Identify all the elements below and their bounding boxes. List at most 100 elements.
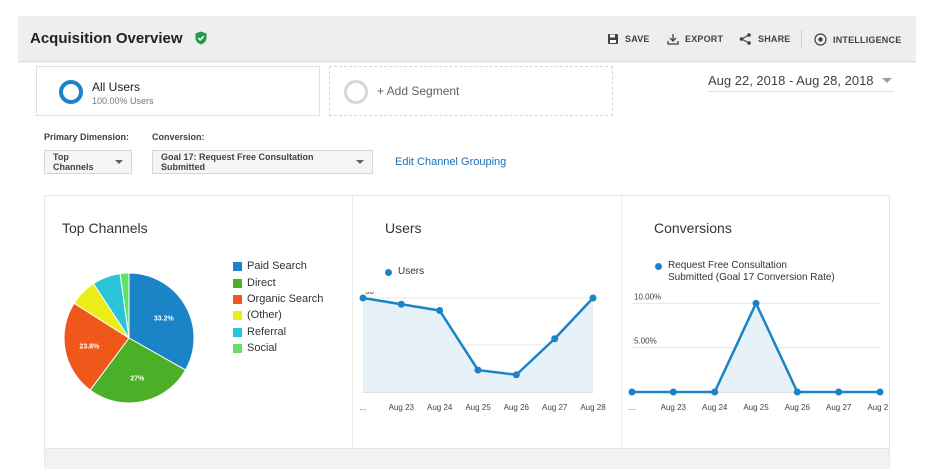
legend-swatch [233, 343, 242, 353]
legend-label: Organic Search [247, 293, 324, 305]
data-point[interactable] [835, 388, 843, 396]
conversions-legend-line1: Request Free Consultation [668, 260, 787, 271]
verified-shield-icon [195, 31, 207, 45]
segment-all-users[interactable]: All Users 100.00% Users [36, 66, 320, 116]
series-area [363, 298, 593, 392]
data-point[interactable] [589, 294, 597, 302]
data-point[interactable] [628, 388, 636, 396]
add-segment-label: + Add Segment [377, 84, 460, 98]
series-dot-icon [655, 263, 662, 270]
data-point[interactable] [669, 388, 677, 396]
legend-social[interactable]: Social [233, 341, 277, 355]
acquisition-overview-frame: Acquisition Overview SAVE EXPORT SHARE I… [18, 16, 916, 469]
legend-paid-search[interactable]: Paid Search [233, 259, 307, 273]
x-tick-label: Aug 28 [867, 403, 888, 412]
data-point[interactable] [359, 294, 367, 302]
pie-slice-paid-search[interactable] [128, 272, 195, 371]
data-point[interactable] [436, 307, 444, 315]
legend-other[interactable]: (Other) [233, 308, 282, 322]
legend-label: Social [247, 342, 277, 354]
x-tick-label: Aug 23 [661, 403, 687, 412]
data-point[interactable] [711, 388, 719, 396]
segment-subtitle: 100.00% Users [92, 96, 154, 106]
empty-segment-ring-icon [344, 80, 368, 104]
x-tick-label: ... [360, 403, 367, 412]
data-point[interactable] [512, 371, 520, 379]
save-icon [608, 34, 618, 44]
card-divider [352, 196, 353, 448]
share-button[interactable]: SHARE [739, 33, 791, 45]
conversions-legend-text: Request Free Consultation Submitted (Goa… [668, 260, 835, 284]
y-tick-label: 5.00% [634, 337, 657, 346]
share-label: SHARE [758, 34, 791, 44]
intelligence-label: INTELLIGENCE [833, 34, 902, 45]
save-label: SAVE [625, 34, 650, 44]
conversion-dropdown[interactable]: Goal 17: Request Free Consultation Submi… [152, 150, 373, 174]
export-label: EXPORT [685, 34, 724, 44]
top-channels-pie-chart: 33.2% 27% 23.8% [63, 272, 195, 404]
conversions-chart-title: Conversions [654, 220, 732, 236]
x-tick-label: Aug 26 [504, 403, 530, 412]
top-channels-title: Top Channels [62, 220, 148, 236]
pie-slice-social[interactable] [119, 272, 130, 339]
users-legend-label: Users [398, 266, 425, 277]
pie-slice-label: 27% [130, 375, 145, 382]
intelligence-icon [814, 33, 827, 46]
x-tick-label: Aug 24 [702, 403, 728, 412]
edit-channel-grouping-link[interactable]: Edit Channel Grouping [395, 156, 507, 168]
card-divider [621, 196, 622, 448]
conversions-chart-legend: Request Free Consultation Submitted (Goa… [655, 260, 835, 284]
x-tick-label: Aug 27 [826, 403, 852, 412]
legend-label: Direct [247, 277, 276, 289]
add-segment-button[interactable]: + Add Segment [329, 66, 613, 116]
data-point[interactable] [474, 366, 482, 374]
data-point[interactable] [551, 335, 559, 343]
export-button[interactable]: EXPORT [667, 33, 723, 45]
data-point[interactable] [876, 388, 884, 396]
conversion-value: Goal 17: Request Free Consultation Submi… [161, 152, 314, 172]
users-chart-title: Users [385, 220, 422, 236]
x-tick-label: Aug 28 [580, 403, 606, 412]
legend-label: Referral [247, 326, 287, 338]
primary-dimension-value: Top Channels [53, 152, 94, 172]
legend-referral[interactable]: Referral [233, 325, 286, 339]
legend-swatch [233, 327, 242, 337]
legend-organic-search[interactable]: Organic Search [233, 292, 323, 306]
data-point[interactable] [752, 299, 760, 307]
legend-direct[interactable]: Direct [233, 276, 276, 290]
conversions-legend-line2: Submitted (Goal 17 Conversion Rate) [668, 272, 835, 283]
series-area [632, 303, 880, 392]
date-range-picker[interactable]: Aug 22, 2018 - Aug 28, 2018 [708, 70, 894, 92]
conversions-line-chart: 10.00% 5.00%... Aug 23 Aug 24 Aug 25 Aug 26 Au… [628, 292, 888, 412]
x-tick-label: Aug 24 [427, 403, 453, 412]
series-dot-icon [385, 269, 392, 276]
legend-swatch [233, 278, 242, 288]
pie-slice-organic-search[interactable] [63, 302, 130, 391]
report-header: Acquisition Overview SAVE EXPORT SHARE I… [18, 16, 916, 62]
pie-slice-label: 33.2% [154, 316, 175, 323]
x-tick-label: Aug 23 [389, 403, 415, 412]
pie-slice-label: 23.8% [79, 343, 100, 350]
intelligence-button[interactable]: INTELLIGENCE [814, 33, 901, 46]
export-icon [667, 34, 679, 45]
legend-swatch [233, 294, 242, 304]
table-header-strip [45, 448, 889, 469]
save-button[interactable]: SAVE [607, 33, 650, 45]
page-title: Acquisition Overview [30, 30, 183, 47]
data-point[interactable] [793, 388, 801, 396]
toolbar-divider [801, 30, 802, 48]
legend-label: (Other) [247, 309, 282, 321]
legend-swatch [233, 310, 242, 320]
legend-swatch [233, 261, 242, 271]
users-chart-legend: Users [385, 266, 424, 278]
overview-charts-card: Top Channels 33.2% 27% 23.8% Paid Search D… [44, 195, 890, 469]
primary-dimension-dropdown[interactable]: Top Channels [44, 150, 132, 174]
legend-label: Paid Search [247, 260, 307, 272]
pie-slice-direct[interactable] [89, 337, 187, 404]
date-range-text: Aug 22, 2018 - Aug 28, 2018 [708, 73, 874, 88]
primary-dimension-label: Primary Dimension: [44, 132, 130, 142]
data-point[interactable] [397, 300, 405, 308]
share-icon [739, 33, 751, 45]
y-tick-label: 60 [365, 292, 374, 296]
